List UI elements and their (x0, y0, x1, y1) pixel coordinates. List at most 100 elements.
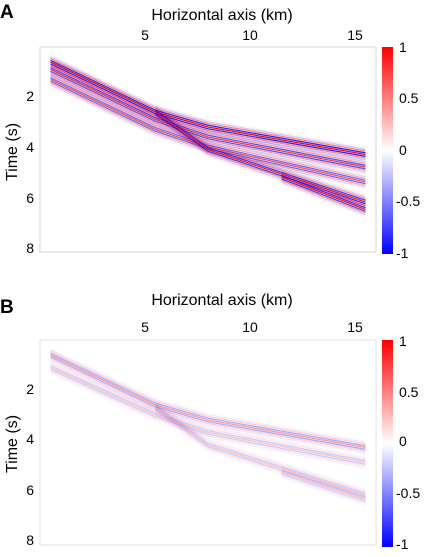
wavelet-trace (50, 75, 366, 180)
panel-label: A (0, 2, 14, 23)
plot-frame (39, 46, 377, 253)
wavelet-trace (155, 109, 366, 201)
plot-area (40, 340, 376, 545)
y-tick-label: 4 (26, 139, 34, 155)
wavelet-trace (50, 366, 366, 464)
colorbar-tick-label: 1 (399, 39, 407, 55)
y-axis-label: Time (s) (4, 415, 21, 473)
y-tick-label: 6 (26, 190, 34, 206)
wavelet-trace (50, 372, 366, 469)
wavelet-trace (50, 84, 366, 188)
wavelet-trace (50, 368, 366, 465)
wavelet-trace (155, 401, 366, 491)
y-tick-label: 4 (26, 431, 34, 447)
wavelet-trace (281, 183, 366, 218)
y-tick-label: 2 (26, 381, 34, 397)
x-tick-label: 10 (242, 319, 258, 335)
x-axis-label: Horizontal axis (km) (151, 7, 292, 24)
wavelet-trace (155, 106, 366, 198)
colorbar-tick-label: -0.5 (396, 193, 420, 209)
wavelet-trace (281, 178, 366, 212)
wavelet-trace (50, 78, 366, 183)
wavelet-trace (50, 72, 366, 172)
wavelet-trace (50, 350, 366, 445)
wavelet-trace (281, 174, 366, 209)
wavelet-trace (50, 370, 366, 467)
x-tick-label: 5 (141, 319, 149, 335)
wavelet-trace (155, 107, 366, 200)
wavelet-trace (155, 403, 366, 493)
wavelet-trace (155, 113, 366, 205)
wavelet-trace (155, 104, 366, 196)
wavelet-trace (281, 477, 366, 506)
wavelet-trace (281, 172, 366, 207)
x-tick-label: 5 (141, 27, 149, 43)
x-tick-label: 10 (242, 27, 258, 43)
panel-label: B (0, 297, 14, 318)
wavelet-trace (50, 352, 366, 447)
event-layer (50, 349, 366, 506)
wavelet-trace (50, 359, 366, 454)
wavelet-trace (281, 466, 366, 496)
y-tick-label: 2 (26, 88, 34, 104)
wavelet-trace (50, 349, 366, 443)
wavelet-trace (155, 410, 366, 500)
wavelet-trace (50, 57, 366, 152)
y-tick-label: 6 (26, 482, 34, 498)
wavelet-trace (50, 65, 366, 165)
colorbar-tick-label: 0.5 (399, 384, 419, 400)
wavelet-trace (50, 64, 366, 159)
x-tick-label: 15 (347, 319, 363, 335)
colorbar-tick-label: -0.5 (396, 485, 420, 501)
colorbar (382, 47, 393, 254)
wavelet-trace (50, 85, 366, 190)
wavelet-trace (155, 405, 366, 494)
colorbar-tick-label: 0.5 (399, 90, 419, 106)
colorbar-tick-label: 0 (399, 142, 407, 158)
wavelet-trace (50, 77, 366, 181)
wavelet-trace (155, 412, 366, 501)
wavelet-trace (50, 363, 366, 460)
colorbar-tick-label: 1 (399, 333, 407, 349)
wavelet-trace (50, 356, 366, 450)
wavelet-trace (50, 63, 366, 163)
wavelet-trace (50, 54, 366, 149)
wavelet-trace (281, 176, 366, 211)
wavelet-trace (50, 74, 366, 173)
colorbar-tick-label: 0 (399, 433, 407, 449)
wavelet-trace (281, 471, 366, 501)
wavelet-trace (50, 63, 366, 157)
wavelet-trace (281, 470, 366, 499)
y-tick-label: 8 (26, 240, 34, 256)
wavelet-trace (50, 361, 366, 458)
wavelet-trace (50, 82, 366, 187)
wavelet-trace (50, 61, 366, 161)
wavelet-trace (281, 181, 366, 216)
wavelet-trace (155, 408, 366, 498)
wavelet-trace (50, 56, 366, 150)
wavelet-trace (50, 75, 366, 175)
wavelet-trace (281, 179, 366, 214)
wavelet-trace (155, 406, 366, 496)
panel-b: B Horizontal axis (km) 5 10 15 Time (s) … (0, 292, 420, 552)
wavelet-trace (50, 61, 366, 156)
panel-a: A Horizontal axis (km) 5 10 15 Time (s) … (0, 2, 420, 261)
wavelet-trace (281, 169, 366, 204)
wavelet-trace (50, 59, 366, 154)
colorbar-tick-label: -1 (396, 536, 409, 552)
colorbar-tick-label: -1 (396, 245, 409, 261)
colorbar (382, 340, 393, 547)
x-axis-label: Horizontal axis (km) (151, 292, 292, 309)
y-axis-label: Time (s) (4, 123, 21, 181)
wavelet-trace (50, 365, 366, 462)
wavelet-trace (50, 354, 366, 449)
wavelet-trace (50, 67, 366, 166)
wavelet-trace (155, 111, 366, 203)
plot-frame (39, 339, 377, 546)
wavelet-trace (50, 68, 366, 168)
wavelet-trace (281, 171, 366, 205)
x-tick-label: 15 (347, 27, 363, 43)
wavelet-trace (281, 475, 366, 505)
event-layer (50, 54, 366, 218)
